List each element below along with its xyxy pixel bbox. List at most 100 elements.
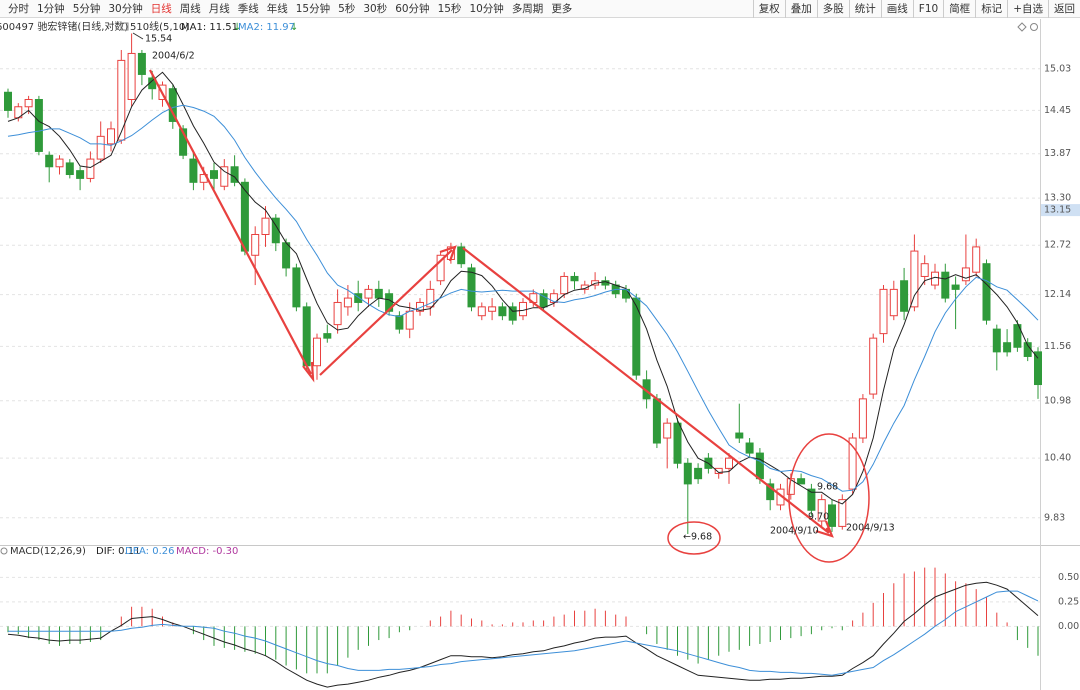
candle-body (179, 128, 188, 156)
tool-button[interactable]: 统计 (848, 0, 881, 18)
annotation: ←9.68 (683, 532, 712, 543)
y-tick-label: 12.72 (1044, 240, 1071, 251)
period-tab[interactable]: 10分钟 (469, 3, 504, 15)
period-tab[interactable]: 更多 (551, 3, 573, 15)
candle-body (1034, 351, 1042, 386)
arrow-head (439, 245, 457, 262)
candle-body (1013, 324, 1022, 348)
candle-body (261, 217, 270, 235)
candle-body (55, 158, 64, 168)
tool-button[interactable]: 简框 (943, 0, 975, 18)
candle-body (323, 333, 332, 339)
candle-body (714, 467, 723, 475)
candle-body (549, 293, 558, 303)
marks (0, 33, 1042, 688)
legend-entry: DEA: 0.26 (125, 546, 175, 557)
y-tick-label: 10.40 (1044, 453, 1071, 464)
candle-body (364, 288, 373, 299)
candle-body (65, 162, 74, 176)
candle-body (735, 432, 744, 439)
period-tab[interactable]: 分时 (8, 3, 29, 15)
legend-entry: MA2: 11.97 (238, 22, 295, 33)
tool-button[interactable]: 复权 (752, 0, 785, 18)
legend-entry: MACD: -0.30 (176, 546, 238, 557)
y-tick-label: 0.50 (1058, 572, 1079, 583)
candle-body (436, 254, 445, 282)
icon[interactable] (1030, 23, 1038, 31)
period-tab[interactable]: 周线 (179, 3, 201, 15)
tool-button[interactable]: 多股 (816, 0, 849, 18)
candle-body (694, 467, 703, 480)
highlight-ellipse (667, 521, 721, 555)
candle-body (96, 135, 105, 160)
candle-body (354, 293, 363, 303)
candle-body (313, 337, 321, 367)
candle-body (137, 52, 146, 75)
indicator-line (8, 590, 1039, 676)
tool-buttons: 复权 叠加 多股 统计 画线 F10 简框 标记 +自选 返回 (752, 0, 1080, 18)
annotation: 2004/6/2 (152, 51, 195, 62)
period-tab[interactable]: 季线 (237, 3, 259, 15)
toolbar: 分时 1分钟 5分钟 30分钟 日线 周线 月线 季线 年线 15分钟 5秒 30秒 60分钟 15秒 10… (0, 0, 1080, 18)
period-tab[interactable]: 15分钟 (295, 3, 331, 15)
period-tab[interactable]: 30分钟 (108, 3, 143, 15)
candle-body (961, 267, 970, 282)
candle-body (343, 297, 352, 308)
period-tab[interactable]: 5秒 (338, 3, 356, 15)
icon[interactable] (1017, 22, 1027, 32)
tool-button[interactable]: 标记 (975, 0, 1007, 18)
period-tab[interactable]: 月线 (208, 3, 230, 15)
candle-body (745, 442, 754, 454)
annotation: 15.54 (145, 34, 172, 45)
candle-body (333, 301, 342, 326)
candle-body (302, 306, 311, 367)
trend-arrow (462, 247, 830, 534)
candle-body (292, 267, 301, 308)
candle-body (828, 504, 836, 527)
candle-body (807, 488, 816, 511)
period-tab[interactable]: 60分钟 (395, 3, 430, 15)
price-tag: 13.15 (1044, 205, 1071, 216)
candle-body (117, 59, 126, 141)
tool-button[interactable]: 返回 (1048, 0, 1080, 18)
tool-button[interactable]: +自选 (1007, 0, 1048, 18)
y-tick-label: 0.00 (1058, 621, 1079, 632)
candle-body (127, 52, 136, 100)
period-tab[interactable]: 多周期 (511, 3, 544, 15)
candle-body (652, 398, 661, 444)
tool-button[interactable]: 叠加 (784, 0, 817, 18)
candle-body (426, 288, 435, 308)
legend-trend: ↓ (233, 22, 241, 33)
marker-dot (825, 527, 831, 533)
period-tab[interactable]: 5分钟 (72, 3, 101, 15)
indicator-line (7, 71, 1039, 505)
indicator-icon (0, 547, 8, 555)
period-tab[interactable]: 年线 (266, 3, 288, 15)
candle-body (570, 275, 579, 282)
candle-body (972, 246, 981, 273)
y-tick-label: 9.83 (1044, 512, 1065, 523)
candle-body (1003, 342, 1012, 353)
y-tick-label: 11.56 (1044, 341, 1071, 352)
candle-body (24, 98, 33, 108)
candle-body (107, 128, 115, 145)
candle-body (797, 478, 806, 485)
chart-title: 600497 驰宏锌锗(日线,对数) (0, 20, 128, 33)
trend-arrow (319, 249, 453, 376)
period-tab[interactable]: 1分钟 (37, 3, 65, 15)
trend-arrow (149, 69, 312, 375)
info-row: 15.03 14.45 13.87 13.30 12.72 12.14 11.56 10.98… (0, 20, 1080, 632)
tool-button[interactable]: F10 (912, 0, 943, 18)
period-tab[interactable]: 日线 (150, 3, 172, 15)
period-tab[interactable]: 30秒 (363, 3, 388, 15)
candle-body (869, 337, 878, 395)
period-tab[interactable]: 15秒 (437, 3, 462, 15)
candle-body (900, 280, 909, 312)
candle-body (725, 457, 733, 469)
tool-button[interactable]: 画线 (880, 0, 913, 18)
candle-body (210, 170, 218, 179)
indicator-name: 510线(5,10) (130, 20, 189, 33)
candle-body (477, 306, 486, 317)
candle-body (838, 499, 847, 527)
